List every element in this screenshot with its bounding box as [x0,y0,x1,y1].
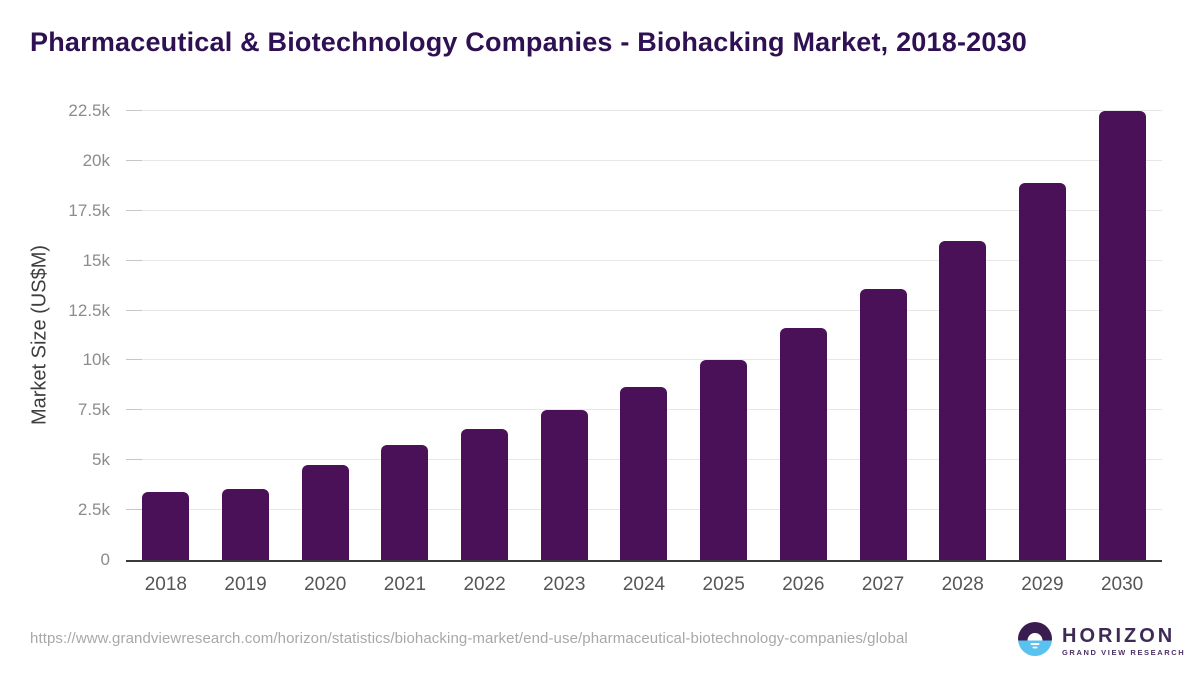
y-tick-label-7.5k: 7.5k [77,400,110,420]
bar-slot-2030 [1082,111,1162,560]
bar-2024[interactable] [620,387,668,560]
gridline-12.5k [126,309,1162,311]
y-tick-label-10k: 10k [82,350,110,370]
logo-subtitle: GRAND VIEW RESEARCH [1062,648,1186,657]
bar-slot-2029 [1003,111,1083,560]
bar-slot-2023 [524,111,604,560]
x-label-2027: 2027 [861,574,905,595]
y-tick-label-2.5k: 2.5k [77,500,110,520]
chart-title: Pharmaceutical & Biotechnology Companies… [30,27,1028,57]
x-axis-labels: 2018 2019 2020 2021 2022 2023 2024 2025 2026 2027… [126,574,1162,596]
bar-slot-2021 [365,111,445,560]
y-tick-label-15k: 15k [82,250,110,270]
y-tick-label-20k: 20k [82,150,110,170]
bar-2025[interactable] [700,360,748,560]
y-tick-label-17.5k: 17.5k [68,200,110,220]
x-label-2029: 2029 [1021,574,1064,595]
horizon-logo-text: HORIZON GRAND VIEW RESEARCH [1062,626,1185,657]
bar-2018[interactable] [142,492,190,560]
bar-2023[interactable] [540,410,588,560]
horizon-logo-icon [1018,622,1052,661]
y-tick-label-5k: 5k [92,450,110,470]
x-label-2025: 2025 [702,574,745,595]
bar-2029[interactable] [1018,182,1066,560]
horizon-logo: HORIZON GRAND VIEW RESEARCH [1018,622,1185,661]
logo-name: HORIZON [1062,625,1176,647]
x-label-2028: 2028 [941,574,984,595]
x-label-2026: 2026 [782,574,825,595]
bar-2021[interactable] [381,445,429,560]
bar-2026[interactable] [779,327,827,560]
x-label-2030: 2030 [1100,574,1144,595]
y-tick-label-22.5k: 22.5k [68,101,110,120]
x-label-2022: 2022 [463,574,506,595]
bar-2022[interactable] [461,429,509,560]
x-label-2018: 2018 [144,574,187,595]
bar-slot-2018 [126,111,206,560]
gridline-22.5k [126,110,1162,111]
y-axis-tick-labels: 0 2.5k 5k 7.5k 10k 12.5k 15k 17.5k 20k 22.5k [0,102,110,569]
x-label-2019: 2019 [224,574,267,595]
bar-slot-2024 [604,111,684,560]
gridline-17.5k [126,209,1162,211]
bar-2020[interactable] [301,465,349,560]
x-label-2024: 2024 [622,574,666,595]
gridline-10k [126,359,1162,361]
bar-slot-2027 [843,111,923,560]
plot-area [126,110,1162,562]
bar-slot-2022 [445,111,525,560]
bar-slot-2028 [923,111,1003,560]
gridline-20k [126,159,1162,161]
bar-slot-2025 [684,111,764,560]
bar-2027[interactable] [859,288,907,560]
x-label-2020: 2020 [304,574,347,595]
bar-2030[interactable] [1098,111,1146,560]
bar-slot-2019 [206,111,286,560]
bar-2028[interactable] [939,240,987,560]
bar-slot-2020 [285,111,365,560]
bar-2019[interactable] [222,489,270,560]
gridline-15k [126,259,1162,261]
x-label-2021: 2021 [383,574,427,595]
y-tick-label-0: 0 [100,550,110,569]
source-url: https://www.grandviewresearch.com/horizo… [30,630,908,647]
bars-container [126,111,1162,560]
x-label-2023: 2023 [543,574,586,595]
y-tick-label-12.5k: 12.5k [68,300,110,320]
bar-slot-2026 [764,111,844,560]
